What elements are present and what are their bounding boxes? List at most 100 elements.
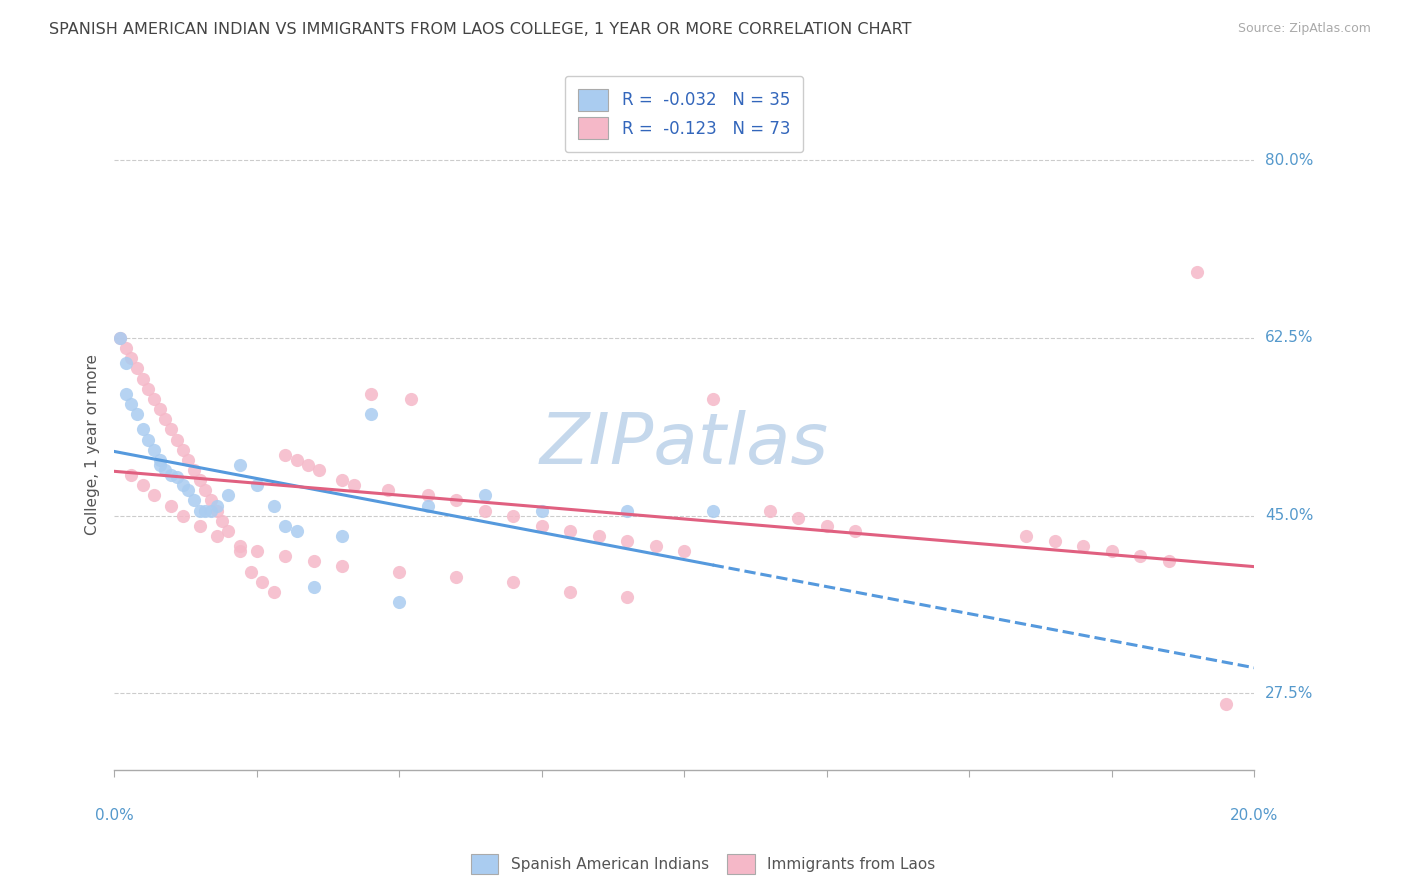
Point bbox=[155, 463, 177, 477]
Point bbox=[246, 478, 269, 492]
Point bbox=[1129, 549, 1152, 564]
Point bbox=[560, 524, 582, 538]
Point bbox=[200, 503, 222, 517]
Point bbox=[114, 341, 136, 355]
Point bbox=[474, 503, 496, 517]
Point bbox=[616, 503, 638, 517]
Text: ZIPatlas: ZIPatlas bbox=[540, 410, 828, 479]
Point bbox=[1043, 534, 1066, 549]
Point bbox=[217, 524, 239, 538]
Point bbox=[194, 503, 217, 517]
Point bbox=[131, 371, 153, 385]
Point bbox=[360, 386, 382, 401]
Point bbox=[302, 580, 325, 594]
Point bbox=[108, 331, 131, 345]
Point bbox=[263, 499, 285, 513]
Point bbox=[228, 544, 250, 558]
Point bbox=[530, 503, 553, 517]
Text: 0.0%: 0.0% bbox=[94, 808, 134, 823]
Point bbox=[143, 392, 166, 406]
Point bbox=[205, 499, 228, 513]
Point bbox=[252, 574, 274, 589]
Point bbox=[399, 392, 422, 406]
Point bbox=[138, 433, 160, 447]
Point bbox=[200, 493, 222, 508]
Point bbox=[143, 488, 166, 502]
Point bbox=[330, 559, 353, 574]
Point bbox=[1157, 554, 1180, 568]
Point bbox=[228, 539, 250, 553]
Point bbox=[702, 503, 724, 517]
Point bbox=[616, 534, 638, 549]
Point bbox=[274, 448, 297, 462]
Point bbox=[149, 402, 172, 417]
Point bbox=[177, 483, 200, 498]
Point bbox=[205, 529, 228, 543]
Point bbox=[166, 433, 188, 447]
Point bbox=[530, 519, 553, 533]
Point bbox=[588, 529, 610, 543]
Point bbox=[246, 544, 269, 558]
Text: Source: ZipAtlas.com: Source: ZipAtlas.com bbox=[1237, 22, 1371, 36]
Point bbox=[377, 483, 399, 498]
Point bbox=[183, 463, 205, 477]
Point bbox=[308, 463, 330, 477]
Point bbox=[131, 422, 153, 436]
Point bbox=[644, 539, 666, 553]
Point bbox=[673, 544, 696, 558]
Point bbox=[120, 468, 142, 483]
Point bbox=[205, 503, 228, 517]
Point bbox=[285, 453, 308, 467]
Point bbox=[114, 386, 136, 401]
Point bbox=[114, 356, 136, 370]
Point bbox=[188, 473, 211, 487]
Point bbox=[172, 442, 194, 457]
Point bbox=[120, 351, 142, 366]
Point bbox=[160, 468, 183, 483]
Y-axis label: College, 1 year or more: College, 1 year or more bbox=[86, 354, 100, 535]
Point bbox=[285, 524, 308, 538]
Point bbox=[702, 392, 724, 406]
Legend: R =  -0.032   N = 35, R =  -0.123   N = 73: R = -0.032 N = 35, R = -0.123 N = 73 bbox=[565, 76, 803, 153]
Legend: Spanish American Indians, Immigrants from Laos: Spanish American Indians, Immigrants fro… bbox=[465, 848, 941, 880]
Point bbox=[844, 524, 866, 538]
Point bbox=[188, 519, 211, 533]
Text: 27.5%: 27.5% bbox=[1265, 686, 1313, 701]
Point bbox=[297, 458, 319, 472]
Point bbox=[1215, 697, 1237, 711]
Text: 80.0%: 80.0% bbox=[1265, 153, 1313, 168]
Point bbox=[149, 458, 172, 472]
Point bbox=[172, 508, 194, 523]
Point bbox=[274, 519, 297, 533]
Point bbox=[194, 483, 217, 498]
Point bbox=[360, 407, 382, 421]
Point bbox=[1015, 529, 1038, 543]
Point bbox=[758, 503, 780, 517]
Text: 20.0%: 20.0% bbox=[1230, 808, 1278, 823]
Point bbox=[120, 397, 142, 411]
Point bbox=[160, 499, 183, 513]
Point bbox=[125, 407, 148, 421]
Point bbox=[155, 412, 177, 426]
Point bbox=[444, 493, 467, 508]
Text: 62.5%: 62.5% bbox=[1265, 330, 1313, 345]
Point bbox=[183, 493, 205, 508]
Point bbox=[1071, 539, 1094, 553]
Point bbox=[211, 514, 233, 528]
Point bbox=[172, 478, 194, 492]
Point bbox=[815, 519, 838, 533]
Point bbox=[388, 565, 411, 579]
Point bbox=[302, 554, 325, 568]
Text: SPANISH AMERICAN INDIAN VS IMMIGRANTS FROM LAOS COLLEGE, 1 YEAR OR MORE CORRELAT: SPANISH AMERICAN INDIAN VS IMMIGRANTS FR… bbox=[49, 22, 911, 37]
Point bbox=[560, 585, 582, 599]
Point bbox=[138, 382, 160, 396]
Point bbox=[330, 473, 353, 487]
Point bbox=[342, 478, 364, 492]
Point bbox=[149, 453, 172, 467]
Point bbox=[131, 478, 153, 492]
Point bbox=[444, 569, 467, 583]
Point bbox=[217, 488, 239, 502]
Point bbox=[188, 503, 211, 517]
Point bbox=[416, 499, 439, 513]
Point bbox=[143, 442, 166, 457]
